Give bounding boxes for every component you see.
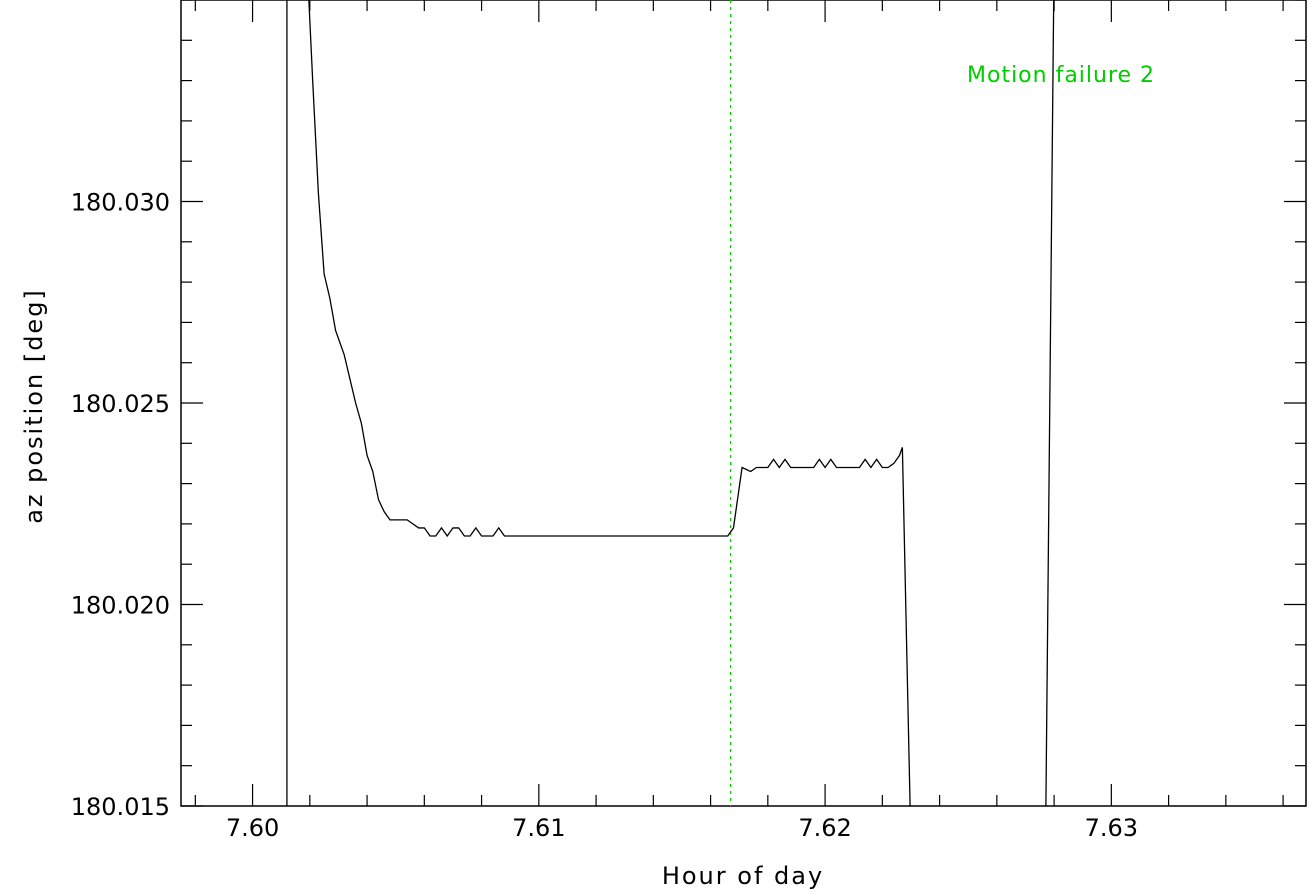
x-tick-label: 7.63 [1085,814,1138,842]
plot-area [286,0,1055,806]
y-tick-label: 180.020 [71,592,170,620]
x-axis-tick-labels: 7.60 7.61 7.62 7.63 [226,814,1138,842]
plot-frame [180,0,1307,807]
y-axis-ticks [181,0,1306,807]
x-axis-title: Hour of day [662,862,824,890]
y-axis-title: az position [deg] [20,288,48,524]
y-tick-label: 180.025 [71,390,170,418]
y-axis-tick-labels: 180.015 180.020 180.025 180.030 [71,189,170,822]
x-tick-label: 7.62 [798,814,851,842]
series-line-0 [286,0,911,806]
y-tick-label: 180.015 [71,793,170,821]
series-line-1 [1045,0,1055,806]
y-tick-label: 180.030 [71,189,170,217]
x-tick-label: 7.60 [226,814,279,842]
annotation-motion-failure: Motion failure 2 [967,63,1155,88]
plot-border [180,0,1307,807]
x-tick-label: 7.61 [512,814,565,842]
x-axis-ticks [194,0,1284,806]
